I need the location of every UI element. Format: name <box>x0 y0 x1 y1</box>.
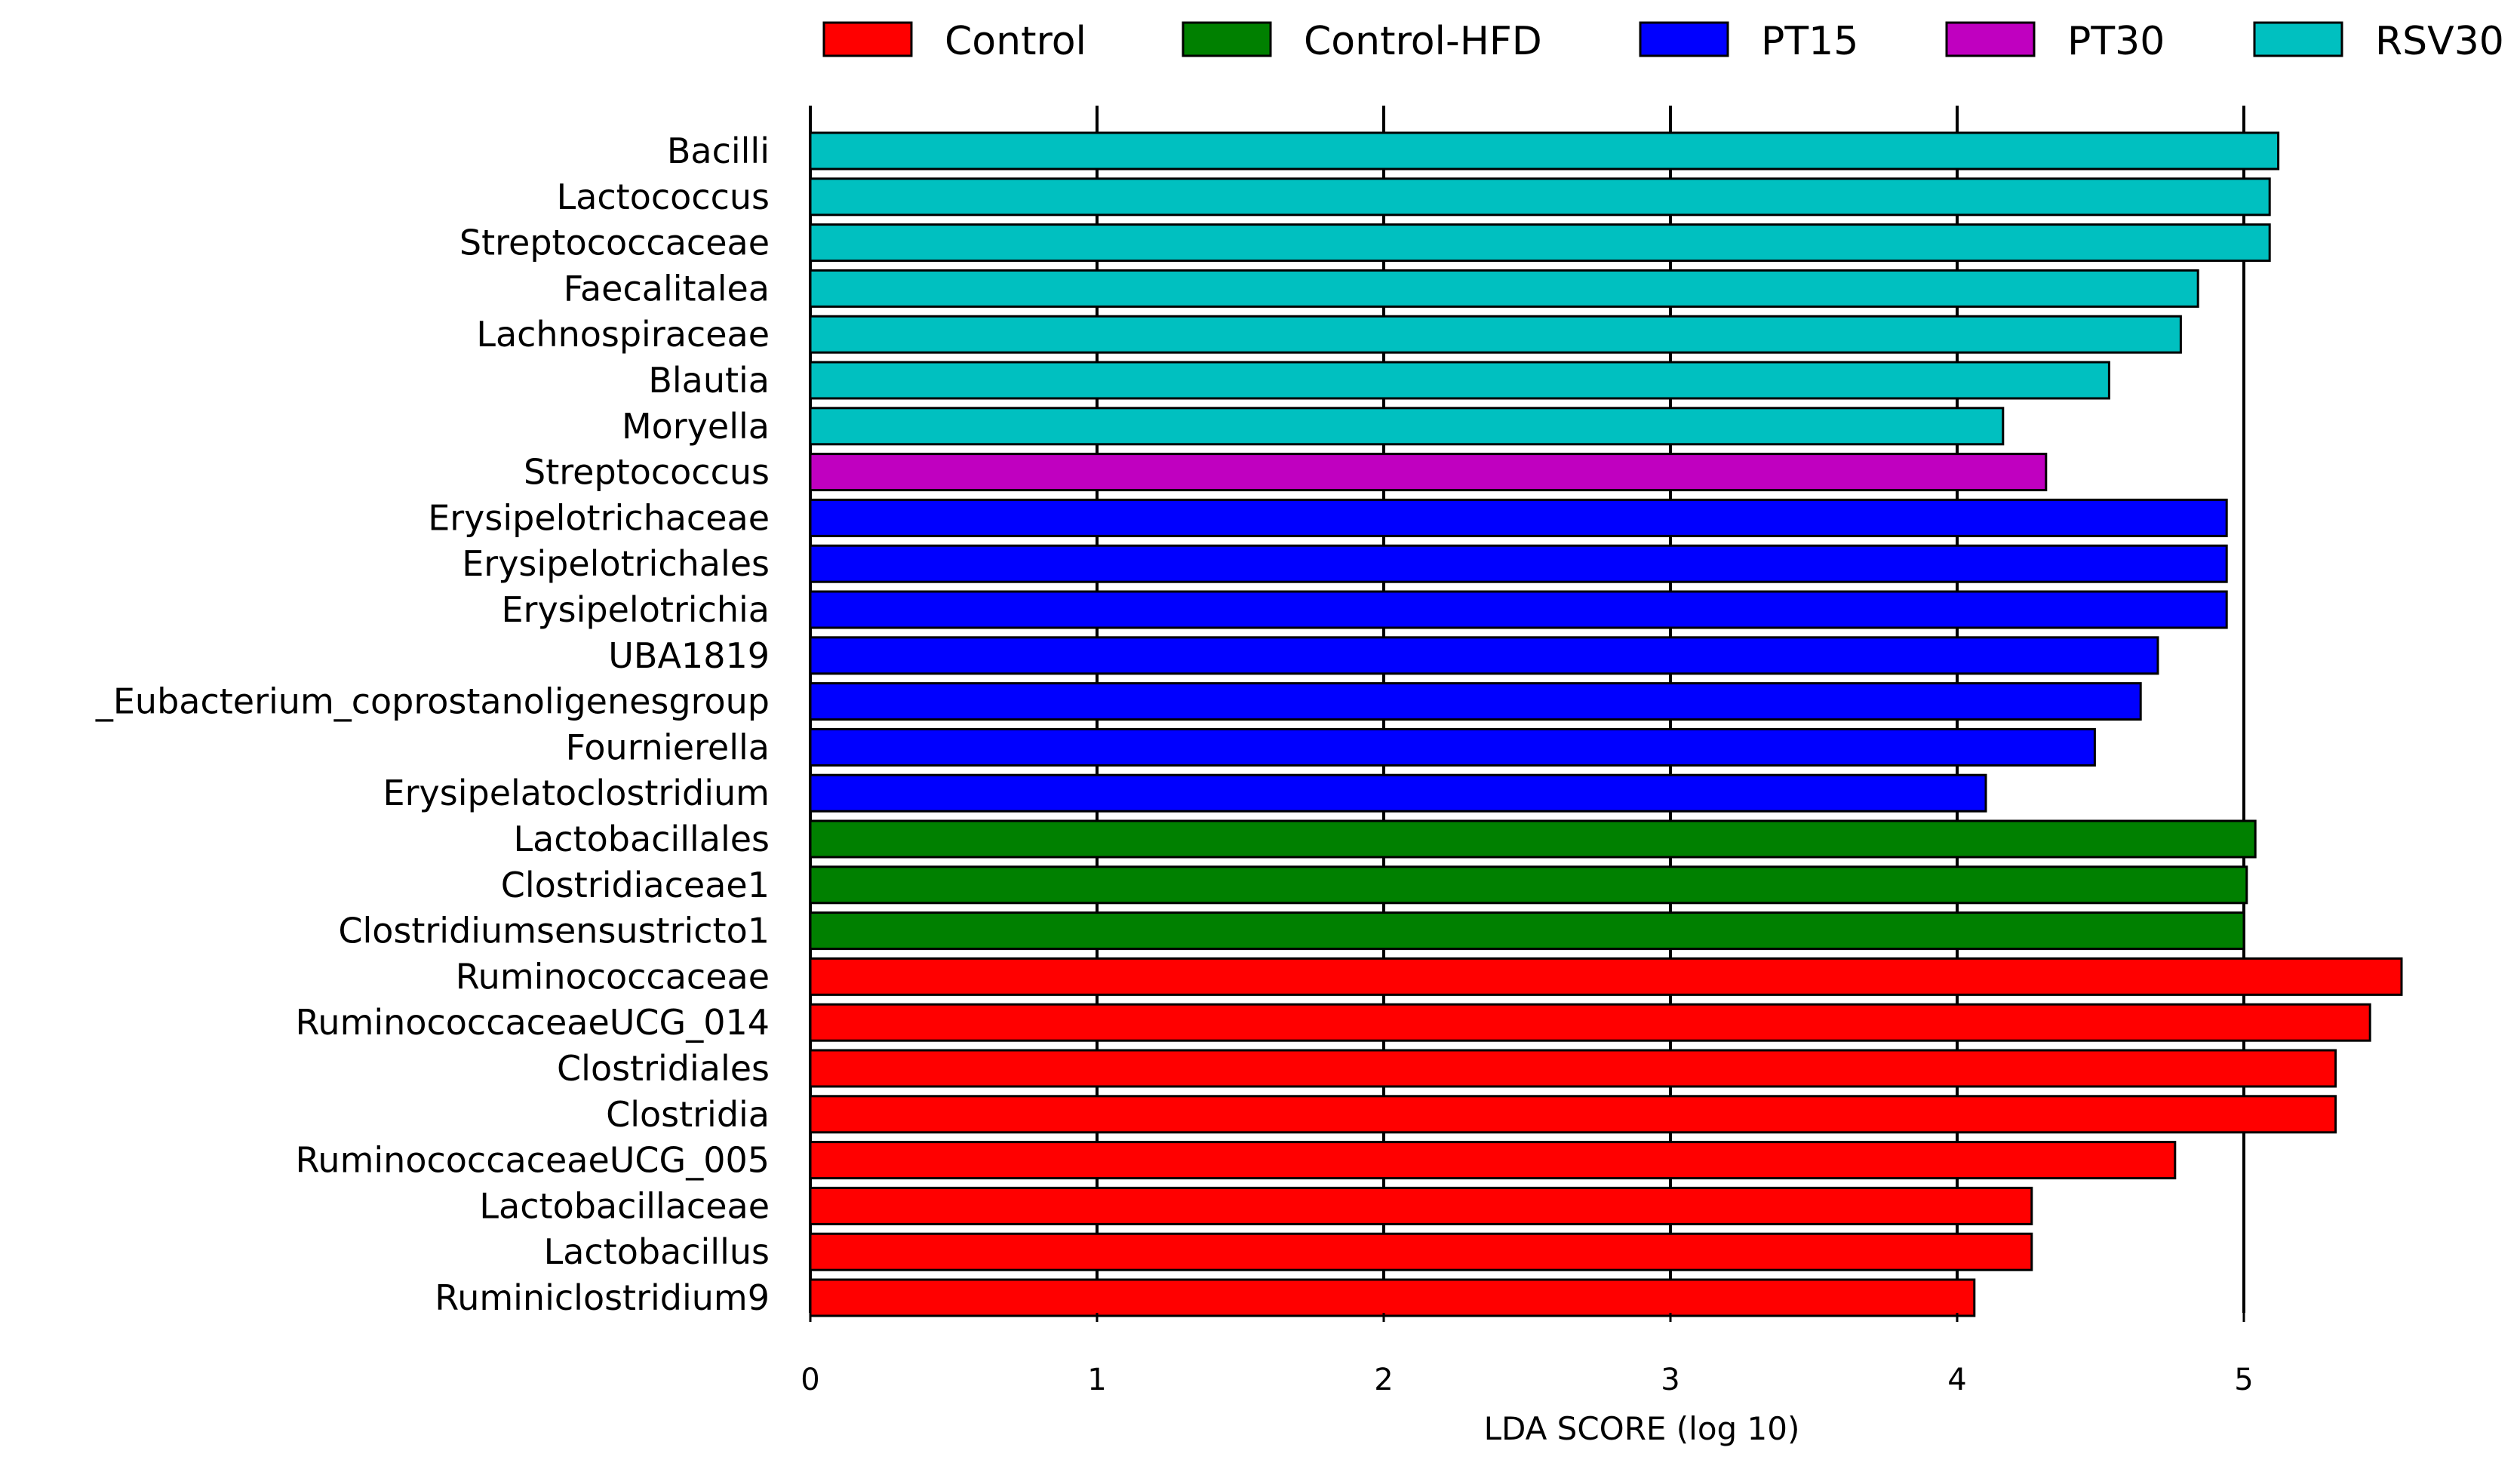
legend: Control Control-HFD PT15 PT30 RSV30 <box>822 19 2504 64</box>
category-label: Blautia <box>648 360 770 401</box>
category-label: Erysipelotrichales <box>462 543 770 584</box>
x-tick-label: 4 <box>1947 1363 1966 1397</box>
legend-label: Control-HFD <box>1304 19 1542 64</box>
bar-UBA1819 <box>809 636 2159 675</box>
category-label: RuminococcaceaeUCG_014 <box>296 1002 770 1043</box>
category-label: Bacilli <box>667 131 770 171</box>
bars-group <box>809 131 2403 1317</box>
category-label: Lactobacillus <box>544 1231 770 1272</box>
category-label: Erysipelatoclostridium <box>383 773 770 813</box>
bar-Lactobacillales <box>809 819 2257 859</box>
legend-swatch-RSV30 <box>2253 21 2343 57</box>
bar-Erysipelotrichaceae <box>809 498 2228 537</box>
category-label: Clostridia <box>606 1094 770 1135</box>
category-label: Clostridiaceae1 <box>501 865 770 905</box>
category-label: Faecalitalea <box>564 268 770 309</box>
category-label: Clostridiumsensustricto1 <box>338 911 770 951</box>
x-tick-label: 1 <box>1087 1363 1106 1397</box>
legend-swatch-Control-HFD <box>1182 21 1272 57</box>
bar-Lactobacillus <box>809 1232 2033 1271</box>
category-label: Ruminococcaceae <box>456 956 770 997</box>
x-tick-label: 2 <box>1374 1363 1393 1397</box>
bar-Erysipelotrichia <box>809 590 2228 629</box>
category-label: Streptococcus <box>524 452 770 493</box>
legend-swatch-PT15 <box>1639 21 1729 57</box>
legend-swatch-Control <box>822 21 913 57</box>
bar-Erysipelotrichales <box>809 544 2228 583</box>
category-label: _Eubacterium_coprostanoligenesgroup <box>95 681 770 722</box>
category-label: Streptococcaceae <box>459 223 770 263</box>
bar-Ruminococcaceae <box>809 957 2403 996</box>
bar-Lactobacillaceae <box>809 1186 2033 1225</box>
legend-swatch-PT30 <box>1945 21 2036 57</box>
x-axis-ticks: 0 1 2 3 4 5 <box>801 1313 2254 1397</box>
x-axis-title: LDA SCORE (log 10) <box>1484 1410 1800 1447</box>
category-label: Lactococcus <box>557 177 770 217</box>
category-label: Moryella <box>622 406 770 447</box>
bar-Blautia <box>809 361 2110 400</box>
category-label: Lachnospiraceae <box>476 314 770 355</box>
bar-Moryella <box>809 407 2005 446</box>
category-label: Erysipelotrichia <box>501 589 770 630</box>
category-label: Lactobacillales <box>513 819 770 859</box>
bar-Lachnospiraceae <box>809 315 2182 354</box>
bar-Erysipelatoclostridium <box>809 773 1987 813</box>
bar-Lactococcus <box>809 177 2271 217</box>
category-label: Fournierella <box>566 727 770 767</box>
x-tick-label: 0 <box>801 1363 819 1397</box>
legend-label: Control <box>945 19 1086 64</box>
bar-Clostridiales <box>809 1049 2337 1088</box>
bar-RuminococcaceaeUCG_005 <box>809 1141 2177 1180</box>
bar-Clostridiaceae1 <box>809 865 2248 905</box>
bar-Clostridiumsensustricto1 <box>809 911 2245 951</box>
bar-Fournierella <box>809 727 2096 767</box>
bar-Faecalitalea <box>809 269 2199 308</box>
category-label: UBA1819 <box>608 635 770 676</box>
category-label: Clostridiales <box>557 1048 770 1089</box>
bar-Clostridia <box>809 1095 2337 1134</box>
category-label: Ruminiclostridium9 <box>435 1277 770 1318</box>
bar-Ruminiclostridium9 <box>809 1278 1976 1317</box>
bar-_Eubacterium_coprostanoligenesgroup <box>809 682 2142 721</box>
category-label: Erysipelotrichaceae <box>428 497 770 538</box>
bar-Streptococcaceae <box>809 223 2271 263</box>
category-labels: Bacilli Lactococcus Streptococcaceae Faecal… <box>95 131 770 1318</box>
bar-RuminococcaceaeUCG_014 <box>809 1003 2371 1042</box>
legend-label: PT15 <box>1761 19 1858 64</box>
legend-label: PT30 <box>2067 19 2165 64</box>
category-label: Lactobacillaceae <box>479 1185 770 1226</box>
x-tick-label: 5 <box>2234 1363 2253 1397</box>
x-tick-label: 3 <box>1661 1363 1679 1397</box>
legend-label: RSV30 <box>2375 19 2504 64</box>
bar-Bacilli <box>809 131 2280 171</box>
bar-Streptococcus <box>809 453 2048 492</box>
category-label: RuminococcaceaeUCG_005 <box>296 1140 770 1181</box>
